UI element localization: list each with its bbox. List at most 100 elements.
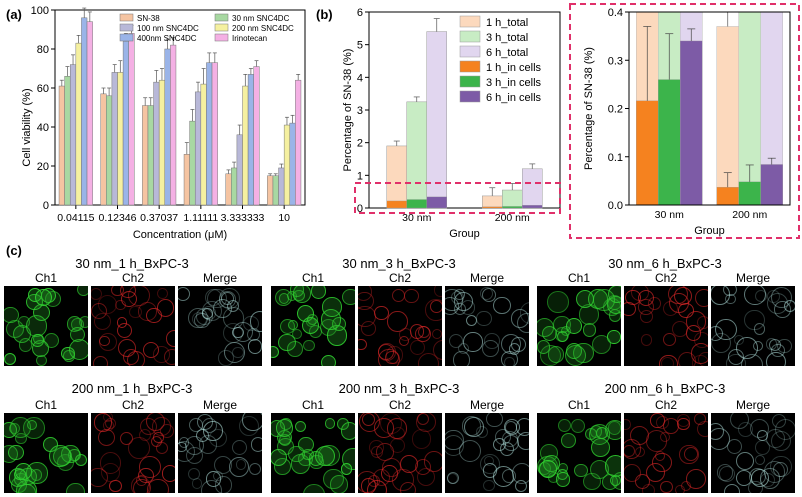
cell-blob bbox=[99, 452, 122, 474]
cell-blob bbox=[743, 286, 766, 306]
microscopy-image bbox=[91, 413, 175, 493]
bar bbox=[278, 167, 285, 206]
x-tick-label: 30 nm bbox=[655, 209, 684, 221]
microscopy-image bbox=[711, 413, 795, 493]
cell-blob bbox=[287, 319, 299, 331]
y-tick-label: 3 bbox=[357, 105, 363, 117]
bar bbox=[502, 189, 523, 209]
cell-blob bbox=[502, 431, 519, 448]
cell-blob bbox=[767, 292, 789, 314]
bar bbox=[738, 181, 761, 206]
channel-label: Ch2 bbox=[655, 398, 677, 412]
panel-label-b: (b) bbox=[316, 7, 333, 22]
y-tick-label: 0.3 bbox=[608, 55, 623, 67]
microscopy-image bbox=[537, 413, 621, 493]
y-tick-label: 4 bbox=[357, 72, 363, 84]
channel-label: Merge bbox=[470, 271, 504, 285]
cell-blob bbox=[412, 429, 432, 449]
channel-label: Merge bbox=[736, 398, 770, 412]
cell-blob bbox=[374, 418, 394, 438]
cell-blob bbox=[360, 478, 377, 493]
bar bbox=[247, 74, 254, 206]
cell-blob bbox=[166, 330, 175, 347]
cell-blob bbox=[340, 422, 355, 440]
microscopy-image bbox=[711, 286, 795, 366]
cell-blob bbox=[160, 423, 175, 438]
microscopy-image bbox=[91, 286, 175, 366]
cell-blob bbox=[728, 348, 745, 366]
bar bbox=[153, 81, 160, 206]
cell-blob bbox=[275, 418, 294, 437]
cell-blob bbox=[306, 313, 318, 326]
cell-blob bbox=[128, 286, 150, 307]
cell-blob bbox=[537, 317, 555, 338]
bar bbox=[69, 64, 77, 206]
bar bbox=[183, 154, 190, 206]
x-tick-label: 3.333333 bbox=[221, 212, 265, 224]
bar bbox=[142, 105, 149, 206]
legend-label: SN-38 bbox=[137, 14, 160, 23]
cell-blob bbox=[624, 463, 641, 482]
y-tick-label: 20 bbox=[37, 161, 49, 173]
cell-blob bbox=[8, 444, 25, 461]
microscopy-group-title: 200 nm_1 h_BxPC-3 bbox=[72, 381, 193, 396]
cell-blob bbox=[694, 332, 708, 348]
cell-blob bbox=[76, 286, 88, 296]
cell-blob bbox=[445, 429, 465, 451]
cell-blob bbox=[146, 478, 169, 493]
bar bbox=[386, 145, 407, 209]
microscopy-image bbox=[178, 286, 262, 366]
legend-swatch bbox=[459, 45, 481, 58]
x-tick-label: 1.11111 bbox=[183, 212, 218, 224]
microscopy-group-title: 200 nm_3 h_BxPC-3 bbox=[339, 381, 460, 396]
microscopy-group-title: 30 nm_6 h_BxPC-3 bbox=[608, 256, 721, 271]
legend-label: 200 nm SNC4DC bbox=[232, 24, 294, 33]
cell-blob bbox=[17, 483, 36, 493]
cell-blob bbox=[715, 318, 737, 341]
cell-blob bbox=[547, 291, 569, 314]
channel-label: Merge bbox=[736, 271, 770, 285]
cell-blob bbox=[247, 339, 262, 354]
cell-blob bbox=[771, 413, 787, 429]
legend-label: Irinotecan bbox=[232, 34, 267, 43]
cell-blob bbox=[748, 467, 767, 486]
cell-blob bbox=[35, 288, 53, 306]
cell-blob bbox=[660, 480, 673, 493]
cell-blob bbox=[645, 462, 666, 482]
cell-blob bbox=[754, 454, 765, 465]
bar bbox=[106, 95, 113, 206]
bar bbox=[522, 205, 543, 209]
y-tick-label: 6 bbox=[357, 7, 363, 19]
cell-blob bbox=[278, 293, 290, 305]
channel-label: Merge bbox=[203, 398, 237, 412]
cell-blob bbox=[322, 297, 342, 317]
cell-blob bbox=[294, 420, 306, 432]
cell-blob bbox=[31, 334, 45, 347]
cell-blob bbox=[387, 311, 408, 332]
cell-blob bbox=[143, 341, 160, 358]
x-tick-label: 30 nm bbox=[402, 212, 431, 224]
microscopy-image bbox=[271, 286, 355, 366]
channel-label: Ch2 bbox=[389, 271, 411, 285]
cell-blob bbox=[214, 455, 233, 474]
bar bbox=[231, 167, 238, 206]
cell-blob bbox=[723, 483, 740, 493]
legend-label: 6 h_total bbox=[486, 47, 528, 59]
cell-blob bbox=[660, 357, 674, 366]
bar bbox=[122, 40, 129, 206]
microscopy-image bbox=[537, 286, 621, 366]
channel-label: Ch1 bbox=[35, 271, 57, 285]
cell-blob bbox=[539, 459, 558, 479]
cell-blob bbox=[645, 430, 668, 452]
y-tick-label: 0 bbox=[43, 200, 49, 212]
cell-blob bbox=[609, 475, 621, 487]
cell-blob bbox=[288, 446, 305, 463]
cell-blob bbox=[399, 335, 410, 346]
cell-blob bbox=[650, 413, 665, 428]
cell-blob bbox=[303, 339, 315, 351]
bar bbox=[716, 186, 739, 206]
bar bbox=[283, 124, 291, 206]
channel-label: Ch2 bbox=[389, 398, 411, 412]
cell-blob bbox=[482, 340, 499, 357]
